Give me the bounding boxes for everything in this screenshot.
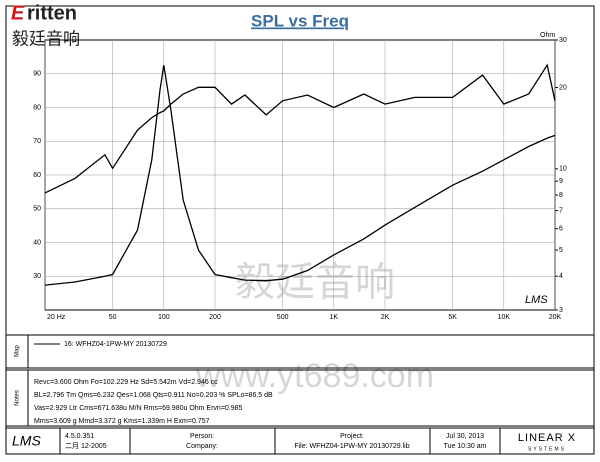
date: Jul 30, 2013 [446, 433, 484, 440]
chart-title: SPL vs Freq [251, 11, 349, 30]
y2-tick-label: 5 [559, 247, 563, 254]
build: 二月 12-2005 [65, 442, 107, 450]
series-line [44, 65, 556, 286]
y2-tick-label: 10 [559, 166, 567, 173]
x-tick-label: 20 Hz [47, 314, 66, 321]
x-tick-label: 2K [381, 314, 390, 321]
y-tick-label: 40 [33, 239, 41, 246]
footer-logo: LMS [12, 433, 41, 449]
notes-box [5, 369, 595, 427]
time: Tue 10:30 am [444, 443, 487, 450]
brand-sub: SYSTEMS [528, 446, 566, 452]
footer-box [5, 427, 595, 455]
person: Person: [190, 433, 214, 440]
logo: ritten [27, 2, 77, 24]
x-tick-label: 5K [448, 314, 457, 321]
y-tick-label: 70 [33, 138, 41, 145]
brand: LINEAR X [518, 432, 576, 444]
series-line [44, 63, 556, 194]
note-line: BL=2.796 Tm Qms=6.232 Qes=1.068 Qts=0.91… [34, 392, 273, 399]
y-tick-label: 80 [33, 104, 41, 111]
plot-mark: LMS [525, 294, 548, 306]
map-box [5, 334, 595, 369]
map-label: Map [15, 345, 21, 357]
x-tick-label: 500 [277, 314, 289, 321]
y2-tick-label: 8 [559, 192, 563, 199]
version: 4.5.0.351 [65, 433, 94, 440]
y2-label: Ohm [540, 32, 555, 39]
y2-tick-label: 3 [559, 307, 563, 314]
y2-tick-label: 7 [559, 207, 563, 214]
notes-label: Notes [15, 390, 21, 406]
x-tick-label: 100 [158, 314, 170, 321]
logo-e: E [11, 2, 25, 24]
note-line: Mms=3.609 g Mmd=3.372 g Kms=1.339m H Exm… [34, 418, 210, 425]
y2-tick-label: 4 [559, 273, 563, 280]
company: Company: [186, 443, 218, 450]
y2-tick-label: 20 [559, 84, 567, 91]
y2-tick-label: 30 [559, 37, 567, 44]
watermark-url: www.yt689.com [195, 357, 434, 395]
y-tick-label: 50 [33, 206, 41, 213]
x-tick-label: 50 [109, 314, 117, 321]
x-tick-label: 200 [209, 314, 221, 321]
y2-tick-label: 6 [559, 226, 563, 233]
project: Project: [340, 433, 364, 440]
y2-tick-label: 9 [559, 178, 563, 185]
file: File: WFHZ04-1PW-MY 20130729.lib [294, 443, 409, 450]
x-tick-label: 20K [549, 314, 562, 321]
watermark-cn: 毅廷音响 [235, 261, 395, 305]
y-tick-label: 60 [33, 172, 41, 179]
x-tick-label: 1K [330, 314, 339, 321]
y-tick-label: 30 [33, 273, 41, 280]
map-entry: 16: WFHZ04-1PW-MY 20130729 [64, 341, 167, 348]
note-line: Revc=3.600 Ohm Fo=102.229 Hz Sd=5.542m V… [34, 379, 218, 386]
x-tick-label: 10K [498, 314, 511, 321]
y-tick-label: 90 [33, 71, 41, 78]
note-line: Vas=2.929 Ltr Cms=671.638u M/N Rms=69.98… [34, 405, 243, 412]
logo-cn: 毅廷音响 [12, 29, 80, 48]
